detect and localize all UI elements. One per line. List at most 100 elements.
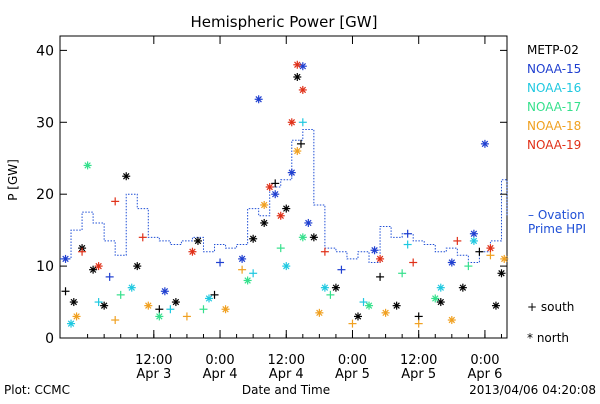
y-tick-label: 40 xyxy=(36,43,54,59)
data-point xyxy=(500,254,509,263)
data-point xyxy=(276,211,285,220)
data-point xyxy=(403,240,412,249)
data-point xyxy=(486,244,495,253)
data-point xyxy=(260,200,269,209)
data-point xyxy=(111,316,120,325)
data-point xyxy=(188,247,197,256)
data-point xyxy=(469,229,478,238)
data-point xyxy=(293,72,302,81)
data-point xyxy=(453,236,462,245)
data-point xyxy=(293,60,302,69)
x-tick-label: 12:00 xyxy=(268,353,305,368)
data-point xyxy=(133,262,142,271)
data-point xyxy=(354,312,362,321)
data-point xyxy=(326,290,335,299)
data-point xyxy=(293,147,302,156)
data-point xyxy=(304,218,313,227)
y-tick-label: 10 xyxy=(36,259,54,275)
x-tick-label: Apr 4 xyxy=(269,367,304,382)
data-point xyxy=(337,265,346,274)
data-point xyxy=(69,298,78,307)
data-point xyxy=(392,301,401,310)
data-point xyxy=(193,236,202,245)
data-point xyxy=(238,254,247,263)
x-tick-label: Apr 3 xyxy=(136,367,171,382)
footer-plot-credit: Plot: CCMC xyxy=(4,383,70,397)
x-tick-label: 0:00 xyxy=(470,353,499,368)
data-point xyxy=(359,298,368,307)
x-tick-label: Apr 5 xyxy=(401,367,436,382)
data-point xyxy=(160,287,169,296)
data-point xyxy=(182,312,191,321)
data-point xyxy=(171,298,180,307)
data-point xyxy=(144,301,153,310)
plot-frame xyxy=(59,35,508,339)
data-point xyxy=(94,262,103,271)
data-point xyxy=(199,305,208,314)
legend-north: * north xyxy=(527,331,569,345)
data-point xyxy=(205,294,213,303)
data-point xyxy=(436,298,445,307)
data-point xyxy=(414,319,423,328)
ovation-label-line2: Prime HPI xyxy=(528,222,586,236)
data-point xyxy=(72,312,81,321)
data-point xyxy=(83,161,92,170)
data-point xyxy=(309,233,318,242)
data-point xyxy=(67,319,76,328)
data-point xyxy=(464,262,473,271)
data-point xyxy=(447,316,456,325)
data-point xyxy=(414,312,423,321)
data-point xyxy=(89,265,98,274)
data-point xyxy=(287,168,296,177)
data-point xyxy=(320,247,329,256)
data-point xyxy=(348,319,357,328)
data-point xyxy=(94,298,103,307)
data-point xyxy=(497,269,506,278)
x-tick-label: 0:00 xyxy=(338,353,367,368)
data-point xyxy=(331,283,340,292)
data-point xyxy=(376,272,385,281)
data-point xyxy=(431,294,440,303)
data-point xyxy=(298,85,307,94)
data-point xyxy=(116,290,125,299)
data-point xyxy=(287,118,296,127)
data-point xyxy=(249,234,258,243)
data-point xyxy=(61,287,70,296)
ovation-line xyxy=(60,128,508,263)
legend-entry: NOAA-16 xyxy=(527,81,581,95)
data-point xyxy=(376,254,385,263)
data-point xyxy=(166,305,175,314)
ovation-label-line1: – Ovation xyxy=(528,208,585,222)
legend: METP-02 NOAA-15 NOAA-16 NOAA-17 NOAA-18 NOAA-… xyxy=(527,43,581,152)
y-tick-label: 30 xyxy=(36,115,54,131)
data-point xyxy=(61,254,70,263)
data-point xyxy=(475,247,484,256)
data-point xyxy=(298,233,307,242)
data-point xyxy=(210,290,219,299)
data-point xyxy=(127,283,136,292)
data-point xyxy=(296,139,305,148)
data-points xyxy=(61,60,509,328)
x-tick-label: 0:00 xyxy=(205,353,234,368)
legend-entry: NOAA-19 xyxy=(527,138,581,152)
data-point xyxy=(138,233,147,242)
data-point xyxy=(447,258,456,267)
data-point xyxy=(491,301,500,310)
data-point xyxy=(254,95,263,104)
data-point xyxy=(282,204,291,213)
data-point xyxy=(155,305,164,314)
legend-entry: NOAA-17 xyxy=(527,100,581,114)
y-tick-label: 0 xyxy=(45,331,54,347)
data-point xyxy=(480,139,489,148)
data-point xyxy=(111,197,120,206)
data-point xyxy=(403,229,412,238)
x-tick-label: Apr 5 xyxy=(335,367,370,382)
y-axis-label: P [GW] xyxy=(6,159,20,201)
data-point xyxy=(249,269,258,278)
data-point xyxy=(122,172,131,181)
data-point xyxy=(216,258,225,267)
data-point xyxy=(265,183,274,191)
